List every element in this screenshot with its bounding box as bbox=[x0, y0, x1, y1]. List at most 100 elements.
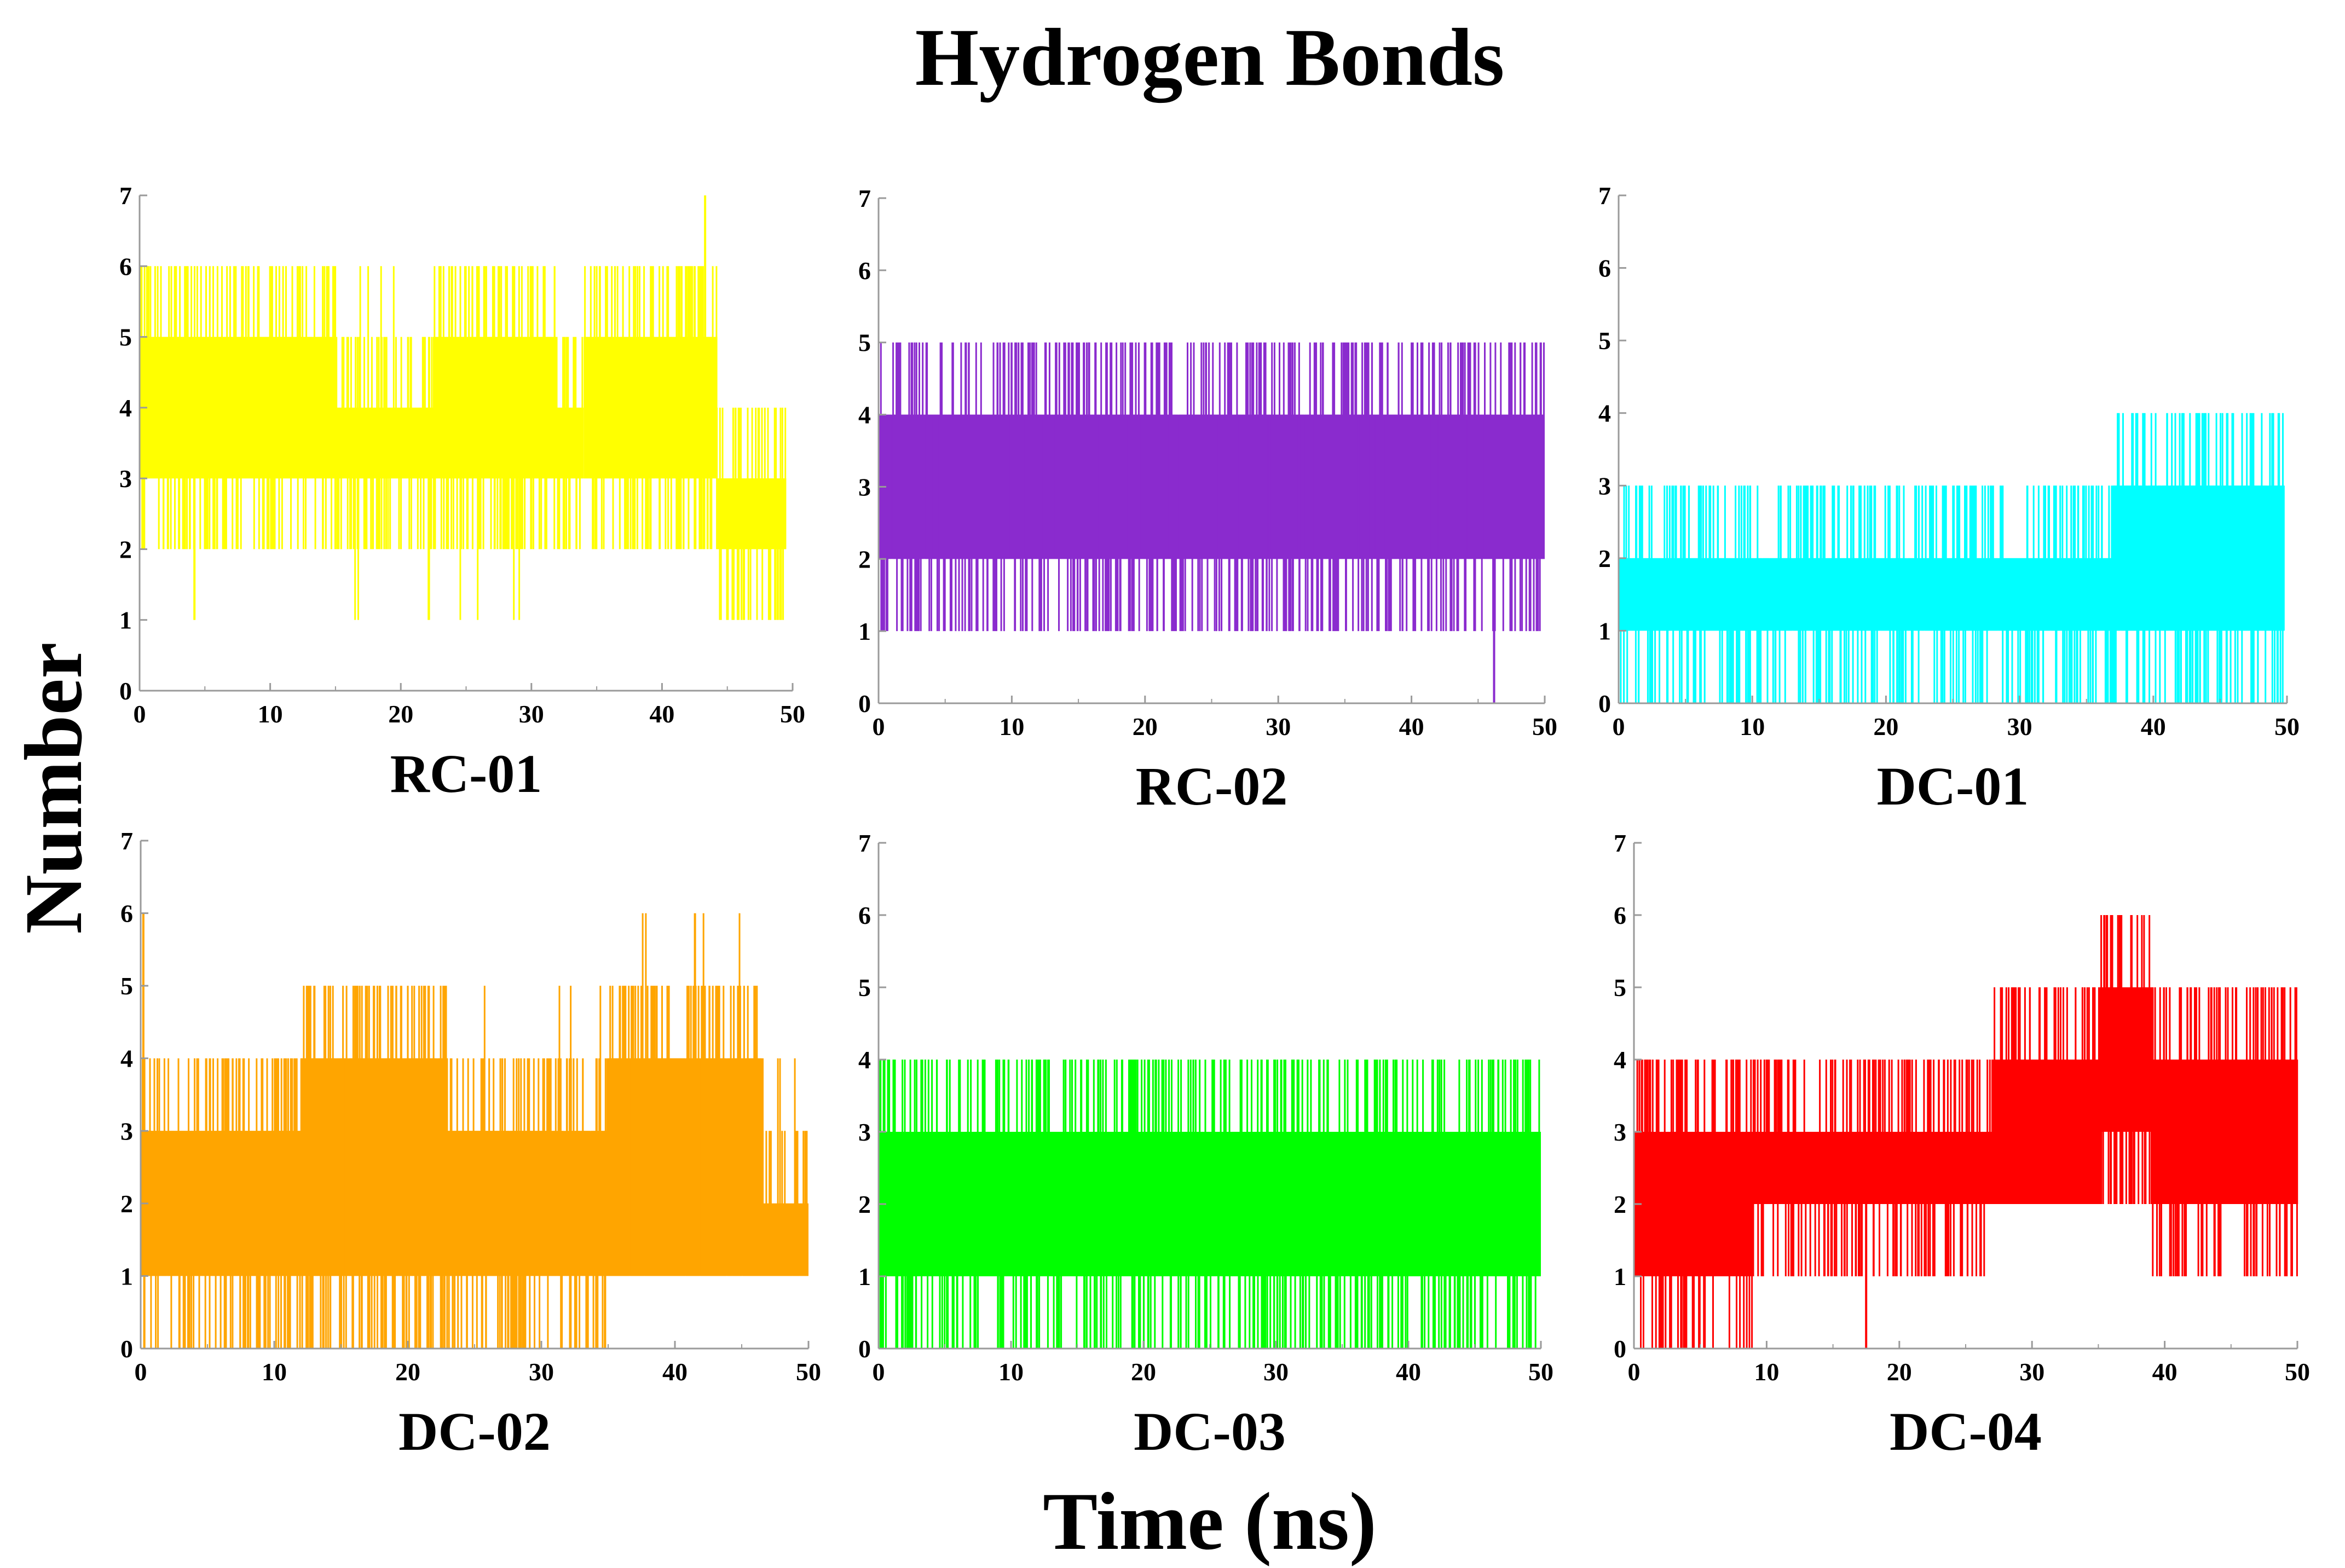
dc-01-y-tick-label-1: 1 bbox=[1598, 617, 1611, 645]
trace-dc-02 bbox=[140, 913, 808, 1349]
dc-03-x-tick-label-0: 0 bbox=[873, 1358, 885, 1386]
x-axis-title: Time (ns) bbox=[1043, 1476, 1377, 1567]
dc-04-y-tick-label-3: 3 bbox=[1614, 1118, 1626, 1146]
panel-title-dc-04: DC-04 bbox=[1890, 1401, 2042, 1462]
dc-04-fluctuations bbox=[1633, 915, 2298, 1349]
panel-title-dc-02: DC-02 bbox=[398, 1401, 551, 1462]
y-axis-title: Number bbox=[8, 642, 99, 934]
dc-01-fluctuations bbox=[1619, 413, 2285, 703]
rc-02-y-tick-label-0: 0 bbox=[858, 690, 871, 718]
dc-04-y-tick-label-0: 0 bbox=[1614, 1335, 1626, 1363]
dc-01-x-tick-label-20: 20 bbox=[1873, 713, 1898, 740]
dc-03-x-tick-label-20: 20 bbox=[1131, 1358, 1156, 1386]
rc-02-x-tick-label-10: 10 bbox=[999, 713, 1024, 740]
dc-04-x-tick-label-10: 10 bbox=[1754, 1358, 1779, 1386]
rc-01-y-tick-label-1: 1 bbox=[119, 606, 132, 634]
rc-02-fluctuations bbox=[878, 342, 1545, 632]
dc-03-x-tick-label-40: 40 bbox=[1396, 1358, 1421, 1386]
dc-04-x-tick-label-20: 20 bbox=[1887, 1358, 1912, 1386]
dc-03-x-tick-label-10: 10 bbox=[998, 1358, 1024, 1386]
dc-01-x-tick-label-30: 30 bbox=[2007, 713, 2032, 740]
rc-02-y-tick-label-5: 5 bbox=[858, 329, 871, 357]
rc-02-y-tick-label-7: 7 bbox=[858, 184, 871, 212]
rc-02-x-tick-label-30: 30 bbox=[1266, 713, 1291, 740]
axes-dc-04: 0 10 20 30 40 50 0 1 2 3 4 5 6 7 bbox=[1614, 829, 2310, 1386]
rc-01-x-tick-label-30: 30 bbox=[519, 700, 544, 728]
dc-03-y-tick-label-4: 4 bbox=[858, 1046, 871, 1074]
dc-01-x-tick-label-0: 0 bbox=[1613, 713, 1625, 740]
rc-01-x-tick-label-20: 20 bbox=[388, 700, 413, 728]
panel-dc-03: 0 10 20 30 40 50 0 1 2 3 4 5 6 7 DC-03 bbox=[858, 829, 1553, 1462]
rc-01-fluctuations bbox=[139, 266, 787, 620]
rc-01-y-tick-label-4: 4 bbox=[119, 394, 132, 422]
panel-dc-01: 0 10 20 30 40 50 0 1 2 3 4 5 6 7 DC-01 bbox=[1598, 182, 2300, 817]
rc-01-y-tick-label-2: 2 bbox=[119, 535, 132, 563]
dc-03-y-tick-label-3: 3 bbox=[858, 1118, 871, 1146]
panel-title-dc-01: DC-01 bbox=[1877, 756, 2029, 817]
panel-dc-02: 0 10 20 30 40 50 0 1 2 3 4 5 6 7 DC-02 bbox=[120, 827, 821, 1462]
dc-01-x-tick-label-10: 10 bbox=[1740, 713, 1765, 740]
dc-03-y-tick-label-2: 2 bbox=[858, 1190, 871, 1218]
panel-title-dc-03: DC-03 bbox=[1134, 1401, 1286, 1462]
dc-04-y-tick-label-6: 6 bbox=[1614, 901, 1626, 929]
dc-04-y-tick-label-4: 4 bbox=[1614, 1046, 1626, 1074]
axes-rc-01: 0 10 20 30 40 50 0 1 2 3 4 5 6 7 bbox=[119, 182, 805, 728]
rc-02-y-tick-label-2: 2 bbox=[858, 545, 871, 573]
rc-01-x-tick-label-0: 0 bbox=[134, 700, 146, 728]
trace-rc-02 bbox=[878, 342, 1545, 703]
dc-04-x-tick-label-40: 40 bbox=[2152, 1358, 2178, 1386]
rc-01-y-tick-label-6: 6 bbox=[119, 252, 132, 280]
dc-03-y-tick-label-0: 0 bbox=[858, 1335, 871, 1363]
dc-04-y-tick-label-2: 2 bbox=[1614, 1190, 1626, 1218]
rc-02-x-tick-label-50: 50 bbox=[1532, 713, 1557, 740]
dc-04-y-tick-label-7: 7 bbox=[1614, 829, 1626, 857]
axes-dc-01: 0 10 20 30 40 50 0 1 2 3 4 5 6 7 bbox=[1598, 182, 2300, 740]
rc-01-y-tick-label-3: 3 bbox=[119, 465, 132, 493]
rc-01-y-tick-label-5: 5 bbox=[119, 323, 132, 351]
dc-02-y-tick-label-5: 5 bbox=[120, 972, 133, 1000]
dc-02-y-tick-label-6: 6 bbox=[120, 900, 133, 928]
dc-02-x-tick-label-10: 10 bbox=[262, 1358, 287, 1386]
axes-rc-02: 0 10 20 30 40 50 0 1 2 3 4 5 6 7 bbox=[858, 184, 1557, 740]
panel-rc-02: 0 10 20 30 40 50 0 1 2 3 4 5 6 7 RC-02 bbox=[858, 184, 1557, 817]
dc-01-y-tick-label-4: 4 bbox=[1598, 400, 1611, 427]
dc-02-fluctuations bbox=[140, 913, 808, 1349]
dc-03-y-tick-label-6: 6 bbox=[858, 901, 871, 929]
dc-04-x-tick-label-50: 50 bbox=[2285, 1358, 2310, 1386]
dc-03-y-tick-label-7: 7 bbox=[858, 829, 871, 857]
dc-02-x-tick-label-20: 20 bbox=[395, 1358, 420, 1386]
dc-02-y-tick-label-1: 1 bbox=[120, 1262, 133, 1290]
dc-02-x-tick-label-40: 40 bbox=[662, 1358, 688, 1386]
panel-title-rc-01: RC-01 bbox=[390, 743, 542, 804]
rc-02-y-tick-label-4: 4 bbox=[858, 401, 871, 429]
dc-03-y-tick-label-1: 1 bbox=[858, 1263, 871, 1291]
trace-dc-03 bbox=[877, 1060, 1541, 1349]
dc-01-y-tick-label-0: 0 bbox=[1598, 690, 1611, 718]
dc-02-x-tick-label-50: 50 bbox=[796, 1358, 821, 1386]
rc-01-y-tick-label-7: 7 bbox=[119, 182, 132, 210]
rc-02-x-tick-label-40: 40 bbox=[1399, 713, 1424, 740]
rc-01-x-tick-label-50: 50 bbox=[780, 700, 805, 728]
trace-dc-04 bbox=[1633, 915, 2298, 1349]
dc-03-y-tick-label-5: 5 bbox=[858, 974, 871, 1002]
dc-01-y-tick-label-6: 6 bbox=[1598, 254, 1611, 282]
panel-title-rc-02: RC-02 bbox=[1136, 756, 1288, 817]
panel-rc-01: 0 10 20 30 40 50 0 1 2 3 4 5 6 7 RC-01 bbox=[119, 182, 805, 804]
dc-02-y-tick-label-7: 7 bbox=[120, 827, 133, 855]
rc-01-x-tick-label-40: 40 bbox=[649, 700, 674, 728]
figure-title: Hydrogen Bonds bbox=[915, 12, 1505, 103]
dc-04-x-tick-label-0: 0 bbox=[1628, 1358, 1641, 1386]
dc-01-y-tick-label-5: 5 bbox=[1598, 327, 1611, 355]
dc-03-x-tick-label-30: 30 bbox=[1263, 1358, 1289, 1386]
dc-02-x-tick-label-30: 30 bbox=[529, 1358, 554, 1386]
dc-04-y-tick-label-1: 1 bbox=[1614, 1263, 1626, 1291]
panel-dc-04: 0 10 20 30 40 50 0 1 2 3 4 5 6 7 DC-04 bbox=[1614, 829, 2310, 1462]
dc-02-y-tick-label-4: 4 bbox=[120, 1045, 133, 1073]
dc-04-x-tick-label-30: 30 bbox=[2019, 1358, 2044, 1386]
rc-01-y-tick-label-0: 0 bbox=[119, 677, 132, 705]
dc-01-y-tick-label-7: 7 bbox=[1598, 182, 1611, 210]
dc-01-x-tick-label-50: 50 bbox=[2274, 713, 2300, 740]
dc-02-x-tick-label-0: 0 bbox=[135, 1358, 147, 1386]
rc-02-x-tick-label-0: 0 bbox=[873, 713, 885, 740]
